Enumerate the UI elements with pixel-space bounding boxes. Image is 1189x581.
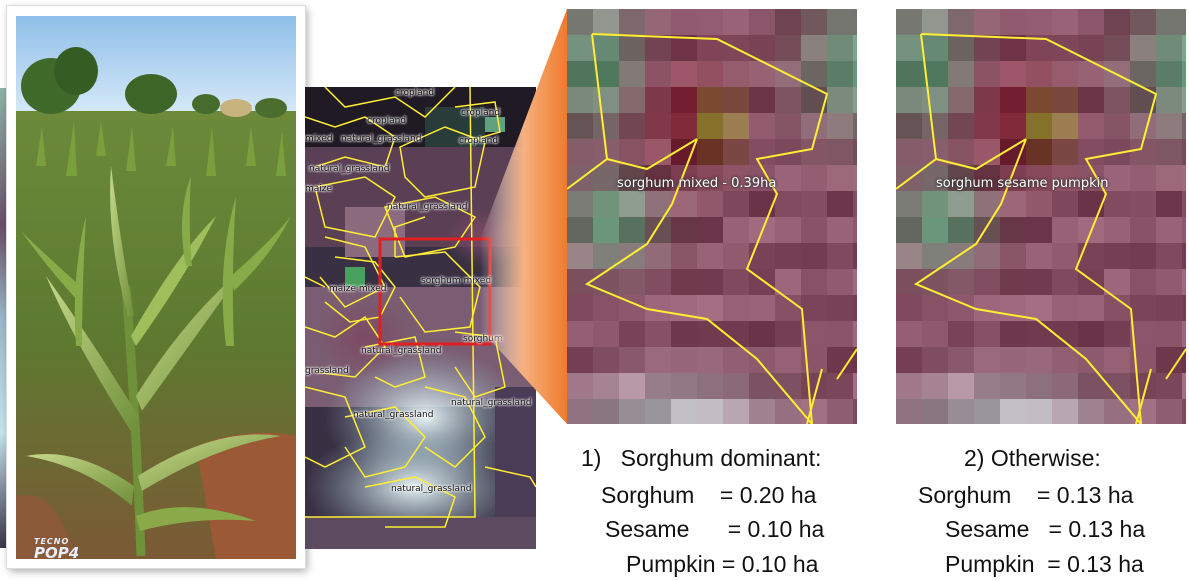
zoom-connector bbox=[480, 9, 567, 424]
map-label-cropland-4: cropland bbox=[459, 136, 499, 146]
zoom-label-2: sorghum sesame pumpkin bbox=[936, 176, 1109, 191]
map-label-natural-grassland-3: natural_grassland bbox=[387, 202, 468, 212]
caption2-sorghum: Sorghum = 0.13 ha bbox=[918, 482, 1134, 508]
map-label-natural-grassland-6: natural_grassland bbox=[353, 410, 434, 420]
map-label-natural-grassland-7: natural_grassland bbox=[391, 484, 472, 494]
zoom-label-1: sorghum mixed - 0.39ha bbox=[617, 176, 777, 191]
map-label-maize: maize bbox=[305, 184, 333, 194]
caption1-sorghum: Sorghum = 0.20 ha bbox=[601, 482, 817, 508]
field-photo: TECNO POP4 bbox=[16, 16, 296, 559]
zoom-imagery-1 bbox=[567, 9, 857, 424]
map-label-natural-grassland-1: natural_grassland bbox=[341, 134, 422, 144]
map-label-cropland-1: cropland bbox=[395, 88, 435, 98]
map-label-cropland-2: cropland bbox=[367, 116, 407, 126]
map-label-natural-grassland-2: natural_grassland bbox=[309, 164, 390, 174]
map-label-cropland-3: cropland bbox=[461, 108, 501, 118]
caption2-sesame: Sesame = 0.13 ha bbox=[945, 516, 1146, 542]
map-label-sorghum: sorghum bbox=[463, 334, 503, 344]
map-label-natural-grassland-4: natural_grassland bbox=[361, 346, 442, 356]
left-edge-imagery bbox=[0, 88, 8, 548]
caption1-sesame: Sesame = 0.10 ha bbox=[605, 516, 825, 542]
zoom-panel-sorghum-mixed: sorghum mixed - 0.39ha bbox=[567, 9, 857, 424]
map-label-sorghum-mixed: sorghum mixed bbox=[421, 276, 492, 286]
caption2-title: 2) Otherwise: bbox=[964, 445, 1101, 471]
zoom-imagery-2 bbox=[896, 9, 1186, 424]
zoom-panel-sorghum-sesame-pumpkin: sorghum sesame pumpkin bbox=[896, 9, 1186, 424]
map-label-grassland: grassland bbox=[305, 366, 349, 376]
field-boundary bbox=[567, 33, 857, 424]
map-label-natural-grassland-5: natural_grassland bbox=[451, 398, 532, 408]
field-boundary bbox=[896, 33, 1186, 424]
field-photo-card: TECNO POP4 bbox=[7, 6, 305, 568]
caption2-pumpkin: Pumpkin = 0.13 ha bbox=[945, 551, 1144, 577]
map-label-mixed: mixed bbox=[305, 134, 333, 144]
caption1-title: 1) Sorghum dominant: bbox=[581, 445, 822, 471]
camera-watermark-model: POP4 bbox=[34, 544, 80, 560]
map-label-maize-mixed: maize mixed bbox=[329, 284, 387, 294]
satellite-imagery bbox=[305, 87, 536, 549]
camera-watermark-brand: TECNO bbox=[34, 537, 70, 546]
camera-watermark: TECNO POP4 bbox=[34, 537, 80, 560]
satellite-map: cropland cropland cropland cropland mixe… bbox=[305, 87, 536, 549]
caption1-pumpkin: Pumpkin = 0.10 ha bbox=[626, 551, 819, 577]
